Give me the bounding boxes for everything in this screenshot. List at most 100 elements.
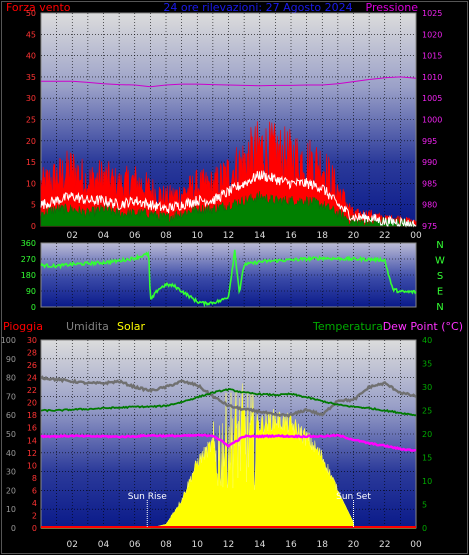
y-tick-label-rain: 8 bbox=[32, 474, 37, 483]
y-tick-label-right: 1010 bbox=[422, 73, 442, 82]
x-tick-label: 10 bbox=[192, 540, 204, 550]
y-tick-label: 100 bbox=[1, 336, 16, 345]
series-wind-average bbox=[40, 169, 417, 228]
x-tick-label: 20 bbox=[348, 231, 360, 241]
y-tick-label-right: 30 bbox=[422, 383, 432, 392]
y-tick-label-rain: 16 bbox=[27, 424, 37, 433]
compass-label: N bbox=[436, 302, 443, 313]
y-tick-label-right: 975 bbox=[422, 222, 437, 231]
x-tick-label: 06 bbox=[129, 231, 141, 241]
y-tick-label: 60 bbox=[6, 411, 16, 420]
y-tick-label-rain: 30 bbox=[27, 336, 37, 345]
y-tick-label-right: 985 bbox=[422, 179, 437, 188]
wind-label: Forza vento bbox=[6, 1, 71, 14]
sunset-label: Sun Set bbox=[336, 492, 371, 502]
y-tick-label-right: 10 bbox=[422, 477, 432, 486]
temperature-axis: 0 5 10 15 20 25 30 35 40 bbox=[422, 336, 432, 533]
y-tick-label-rain: 20 bbox=[27, 399, 37, 408]
series-layer bbox=[40, 249, 417, 308]
x-tick-label: 04 bbox=[98, 540, 110, 550]
x-tick-label: 16 bbox=[285, 540, 297, 550]
y-tick-label: 50 bbox=[26, 9, 36, 18]
y-tick-label: 90 bbox=[26, 287, 36, 296]
x-tick-label: 22 bbox=[379, 231, 390, 241]
y-tick-label-rain: 12 bbox=[27, 449, 37, 458]
y-tick-label-rain: 26 bbox=[27, 361, 37, 370]
x-tick-label: 20 bbox=[348, 540, 360, 550]
y-tick-label: 10 bbox=[26, 179, 36, 188]
y-tick-label-right: 0 bbox=[422, 524, 427, 533]
series-temperature bbox=[40, 388, 417, 417]
y-tick-label-right: 1020 bbox=[422, 30, 442, 39]
y-tick-label-rain: 28 bbox=[27, 349, 37, 358]
y-tick-label: 0 bbox=[11, 524, 16, 533]
y-tick-label-rain: 0 bbox=[32, 524, 37, 533]
x-tick-label: 12 bbox=[223, 231, 234, 241]
y-tick-label: 10 bbox=[6, 505, 16, 514]
x-tick-label: 02 bbox=[67, 231, 78, 241]
y-tick-label: 80 bbox=[6, 374, 16, 383]
y-tick-label-right: 5 bbox=[422, 501, 427, 510]
x-axis: 02 04 06 08 10 12 14 16 18 20 22 00 bbox=[67, 540, 422, 550]
series-dewpoint bbox=[40, 433, 417, 452]
series-humidity bbox=[40, 375, 417, 419]
x-axis: 02 04 06 08 10 12 14 16 18 20 22 00 bbox=[67, 231, 422, 241]
y-tick-label-rain: 6 bbox=[32, 486, 37, 495]
y-tick-label: 90 bbox=[6, 355, 16, 364]
compass-label: S bbox=[437, 271, 443, 282]
y-tick-label: 15 bbox=[26, 158, 36, 167]
y-tick-label: 45 bbox=[26, 30, 36, 39]
solar-label: Solar bbox=[117, 320, 146, 333]
y-tick-label-right: 1025 bbox=[422, 9, 442, 18]
y-tick-label-rain: 18 bbox=[27, 411, 37, 420]
compass-label: E bbox=[437, 287, 443, 298]
x-tick-label: 00 bbox=[410, 540, 422, 550]
y-tick-label: 40 bbox=[26, 52, 36, 61]
y-tick-label-right: 20 bbox=[422, 430, 432, 439]
y-tick-label: 70 bbox=[6, 392, 16, 401]
x-tick-label: 02 bbox=[67, 540, 78, 550]
y-tick-label: 30 bbox=[26, 94, 36, 103]
y-tick-label: 270 bbox=[21, 255, 36, 264]
x-tick-label: 14 bbox=[254, 540, 266, 550]
y-tick-label-right: 1005 bbox=[422, 94, 442, 103]
y-tick-label-rain: 10 bbox=[27, 461, 37, 470]
y-tick-label-right: 40 bbox=[422, 336, 432, 345]
y-tick-label-right: 980 bbox=[422, 201, 437, 210]
x-tick-label: 18 bbox=[317, 231, 329, 241]
y-tick-label: 360 bbox=[21, 239, 36, 248]
x-tick-label: 16 bbox=[285, 231, 297, 241]
y-tick-label-rain: 24 bbox=[27, 374, 37, 383]
y-tick-label: 20 bbox=[26, 137, 36, 146]
series-pressure bbox=[41, 76, 417, 88]
y-tick-label: 5 bbox=[31, 201, 36, 210]
series-layer bbox=[40, 76, 417, 228]
rain-label: Pioggia bbox=[3, 320, 43, 333]
temperature-label: Temperatura bbox=[312, 320, 383, 333]
x-tick-label: 08 bbox=[160, 540, 172, 550]
humidity-axis: 0 10 20 30 40 50 60 70 80 90 100 bbox=[1, 336, 16, 533]
y-tick-label: 50 bbox=[6, 430, 16, 439]
right-axis: 975 980 985 990 995 1000 1005 1010 1015 1020 1025 bbox=[422, 9, 442, 231]
y-tick-label-rain: 14 bbox=[27, 436, 37, 445]
x-tick-label: 18 bbox=[317, 540, 329, 550]
compass-label: W bbox=[435, 256, 445, 267]
x-tick-label: 10 bbox=[192, 231, 204, 241]
y-tick-label-right: 35 bbox=[422, 360, 432, 369]
y-tick-label-rain: 4 bbox=[32, 499, 37, 508]
y-tick-label: 40 bbox=[6, 449, 16, 458]
y-tick-label-right: 15 bbox=[422, 454, 432, 463]
x-tick-label: 08 bbox=[160, 231, 172, 241]
y-tick-label: 25 bbox=[26, 116, 36, 125]
y-tick-label: 180 bbox=[21, 271, 36, 280]
y-tick-label-right: 990 bbox=[422, 158, 437, 167]
y-tick-label: 30 bbox=[6, 468, 16, 477]
chart-title: 24 ore rilevazioni: 27 Agosto 2024 bbox=[163, 1, 352, 14]
